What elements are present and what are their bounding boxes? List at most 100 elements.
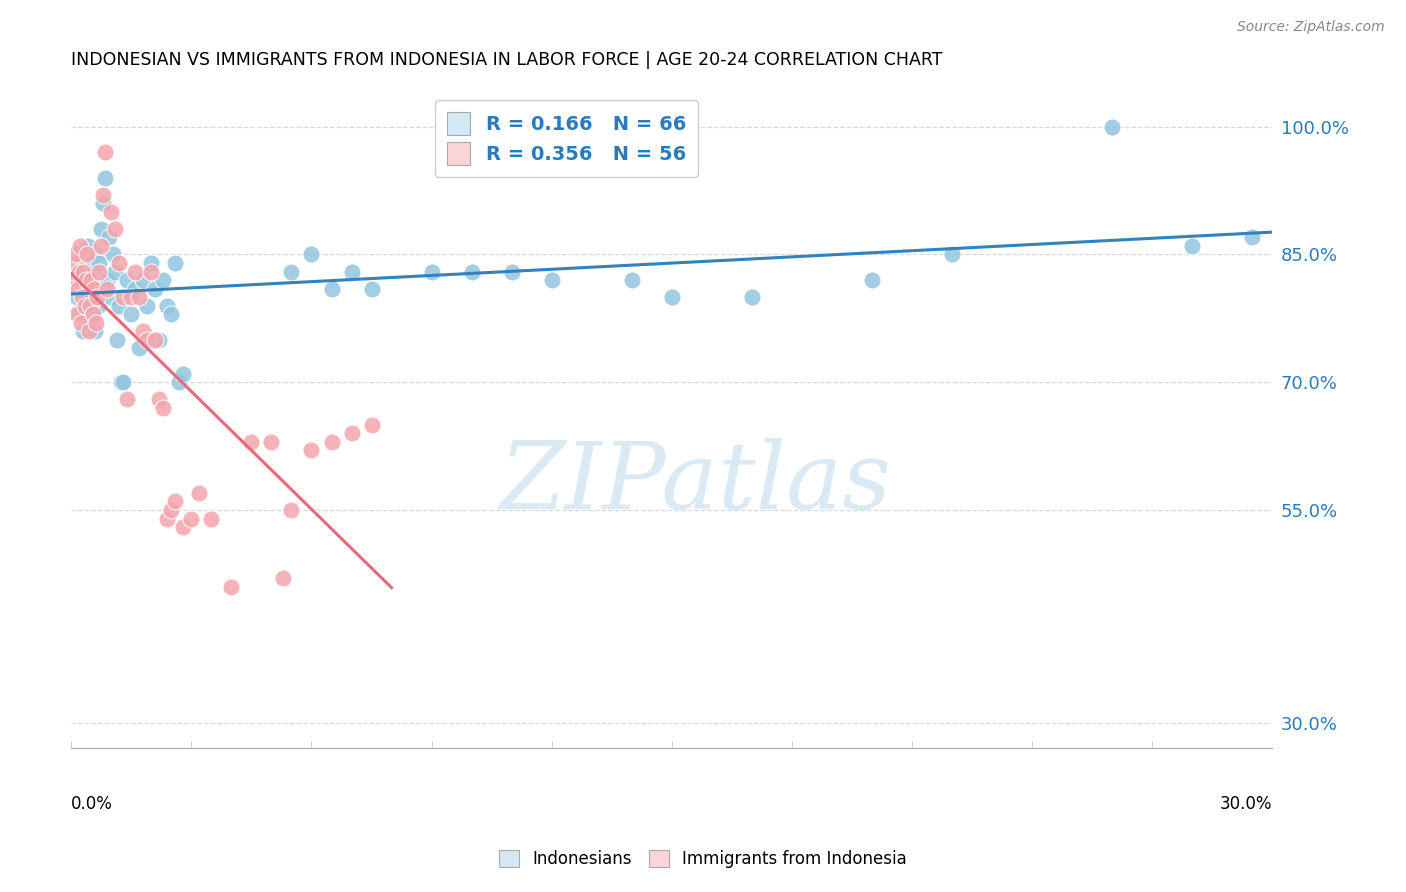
Point	[100, 205, 122, 219]
Point	[110, 376, 132, 390]
Point	[360, 281, 382, 295]
Point	[165, 494, 187, 508]
Point	[67, 264, 90, 278]
Point	[301, 443, 323, 458]
Point	[120, 290, 142, 304]
Point	[321, 281, 343, 295]
Point	[63, 264, 86, 278]
Point	[160, 307, 183, 321]
Point	[124, 264, 146, 278]
Point	[76, 247, 98, 261]
Point	[103, 247, 125, 261]
Point	[67, 307, 90, 321]
Point	[84, 281, 107, 295]
Point	[73, 281, 96, 295]
Point	[188, 486, 211, 500]
Point	[741, 290, 763, 304]
Point	[120, 307, 142, 321]
Point	[77, 324, 100, 338]
Point	[104, 222, 127, 236]
Point	[76, 264, 98, 278]
Point	[941, 247, 963, 261]
Point	[65, 256, 87, 270]
Point	[72, 324, 94, 338]
Point	[75, 256, 97, 270]
Text: ZIPatlas: ZIPatlas	[501, 438, 891, 528]
Legend: Indonesians, Immigrants from Indonesia: Indonesians, Immigrants from Indonesia	[492, 843, 914, 875]
Point	[112, 290, 135, 304]
Point	[91, 196, 114, 211]
Point	[75, 273, 97, 287]
Point	[172, 367, 194, 381]
Point	[79, 299, 101, 313]
Point	[136, 299, 159, 313]
Point	[280, 264, 302, 278]
Point	[200, 511, 222, 525]
Point	[69, 239, 91, 253]
Point	[75, 299, 97, 313]
Point	[96, 281, 118, 295]
Point	[91, 187, 114, 202]
Text: INDONESIAN VS IMMIGRANTS FROM INDONESIA IN LABOR FORCE | AGE 20-24 CORRELATION C: INDONESIAN VS IMMIGRANTS FROM INDONESIA …	[72, 51, 943, 69]
Legend: R = 0.166   N = 66, R = 0.356   N = 56: R = 0.166 N = 66, R = 0.356 N = 56	[436, 101, 697, 177]
Point	[117, 392, 139, 407]
Point	[75, 299, 97, 313]
Point	[72, 264, 94, 278]
Point	[143, 281, 166, 295]
Point	[94, 145, 117, 160]
Point	[70, 316, 93, 330]
Point	[132, 273, 155, 287]
Point	[77, 316, 100, 330]
Point	[540, 273, 562, 287]
Point	[1101, 120, 1123, 134]
Point	[87, 299, 110, 313]
Point	[89, 256, 111, 270]
Text: 30.0%: 30.0%	[1220, 795, 1272, 813]
Point	[98, 230, 121, 244]
Point	[152, 273, 174, 287]
Point	[156, 299, 179, 313]
Point	[90, 222, 112, 236]
Point	[84, 316, 107, 330]
Point	[65, 247, 87, 261]
Point	[108, 299, 131, 313]
Point	[84, 324, 107, 338]
Point	[86, 290, 108, 304]
Point	[72, 290, 94, 304]
Point	[156, 511, 179, 525]
Point	[136, 333, 159, 347]
Point	[66, 290, 89, 304]
Text: 0.0%: 0.0%	[72, 795, 112, 813]
Point	[100, 290, 122, 304]
Point	[172, 520, 194, 534]
Point	[240, 434, 263, 449]
Point	[152, 401, 174, 415]
Point	[67, 273, 90, 287]
Point	[86, 247, 108, 261]
Point	[105, 333, 128, 347]
Point	[221, 580, 243, 594]
Point	[83, 281, 105, 295]
Point	[141, 256, 163, 270]
Point	[501, 264, 523, 278]
Point	[124, 281, 146, 295]
Point	[79, 273, 101, 287]
Point	[117, 273, 139, 287]
Point	[82, 307, 104, 321]
Point	[62, 273, 84, 287]
Point	[273, 571, 295, 585]
Point	[128, 290, 150, 304]
Point	[360, 417, 382, 432]
Point	[66, 307, 89, 321]
Point	[169, 376, 191, 390]
Point	[661, 290, 683, 304]
Point	[620, 273, 643, 287]
Point	[83, 264, 105, 278]
Point	[89, 264, 111, 278]
Point	[67, 281, 90, 295]
Point	[301, 247, 323, 261]
Point	[148, 333, 170, 347]
Point	[80, 273, 103, 287]
Point	[180, 511, 202, 525]
Point	[148, 392, 170, 407]
